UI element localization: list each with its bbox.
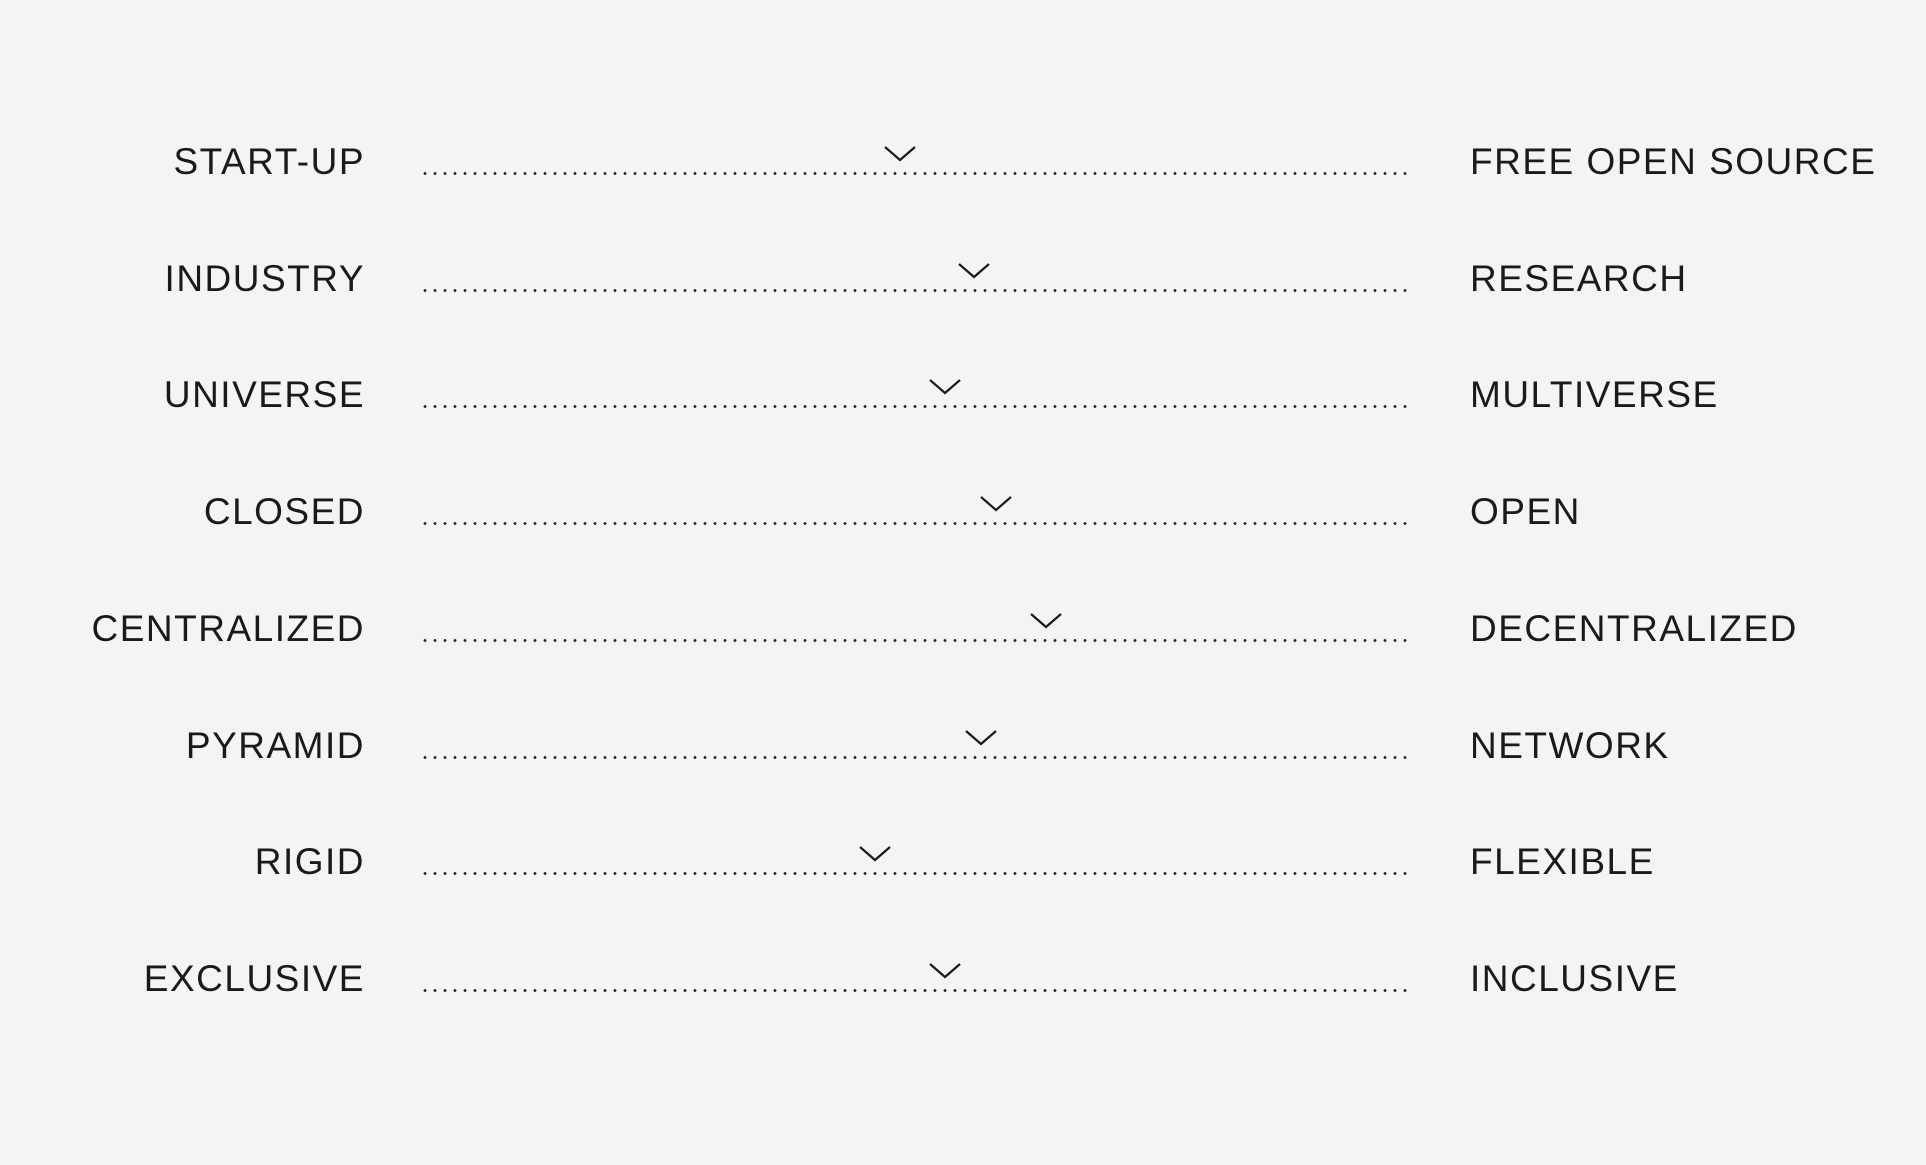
scale-left-label: RIGID — [254, 841, 365, 883]
scale-row: INDUSTRY RESEARCH — [0, 239, 1926, 319]
scale-row: CLOSED OPEN — [0, 472, 1926, 552]
chevron-down-icon[interactable] — [928, 961, 962, 981]
scale-track[interactable] — [420, 172, 1410, 175]
scale-left-label: INDUSTRY — [164, 257, 365, 299]
scale-track[interactable] — [420, 288, 1410, 292]
chevron-down-icon[interactable] — [883, 144, 917, 164]
chevron-down-icon[interactable] — [979, 494, 1013, 514]
scale-left-label: PYRAMID — [185, 724, 365, 766]
scale-left-label: UNIVERSE — [163, 374, 365, 416]
scale-row: START-UP FREE OPEN SOURCE — [0, 122, 1926, 202]
scale-row: CENTRALIZED DECENTRALIZED — [0, 589, 1926, 669]
scale-track[interactable] — [420, 638, 1410, 642]
scale-left-label: CENTRALIZED — [91, 607, 365, 649]
chevron-down-icon[interactable] — [1029, 611, 1063, 631]
chevron-down-icon[interactable] — [928, 377, 962, 397]
scale-track[interactable] — [420, 872, 1410, 876]
chevron-down-icon[interactable] — [964, 728, 998, 748]
scale-right-label: INCLUSIVE — [1470, 957, 1679, 999]
scale-left-label: CLOSED — [203, 491, 365, 533]
scale-track[interactable] — [420, 988, 1410, 992]
scale-row: EXCLUSIVE INCLUSIVE — [0, 939, 1926, 1019]
chevron-down-icon[interactable] — [858, 844, 892, 864]
scale-row: RIGID FLEXIBLE — [0, 822, 1926, 902]
scale-left-label: START-UP — [173, 141, 365, 182]
scale-track[interactable] — [420, 755, 1410, 759]
chevron-down-icon[interactable] — [957, 261, 991, 281]
scale-right-label: FLEXIBLE — [1470, 841, 1655, 883]
scale-right-label: OPEN — [1470, 491, 1581, 533]
scale-track[interactable] — [420, 405, 1410, 409]
scale-right-label: DECENTRALIZED — [1470, 607, 1798, 649]
scale-right-label: MULTIVERSE — [1470, 374, 1719, 416]
scale-right-label: NETWORK — [1470, 724, 1670, 766]
scale-row: UNIVERSE MULTIVERSE — [0, 355, 1926, 435]
scale-track[interactable] — [420, 522, 1410, 526]
scale-right-label: FREE OPEN SOURCE — [1470, 141, 1877, 182]
scale-row: PYRAMID NETWORK — [0, 706, 1926, 786]
scale-left-label: EXCLUSIVE — [143, 957, 365, 999]
scale-right-label: RESEARCH — [1470, 257, 1688, 299]
